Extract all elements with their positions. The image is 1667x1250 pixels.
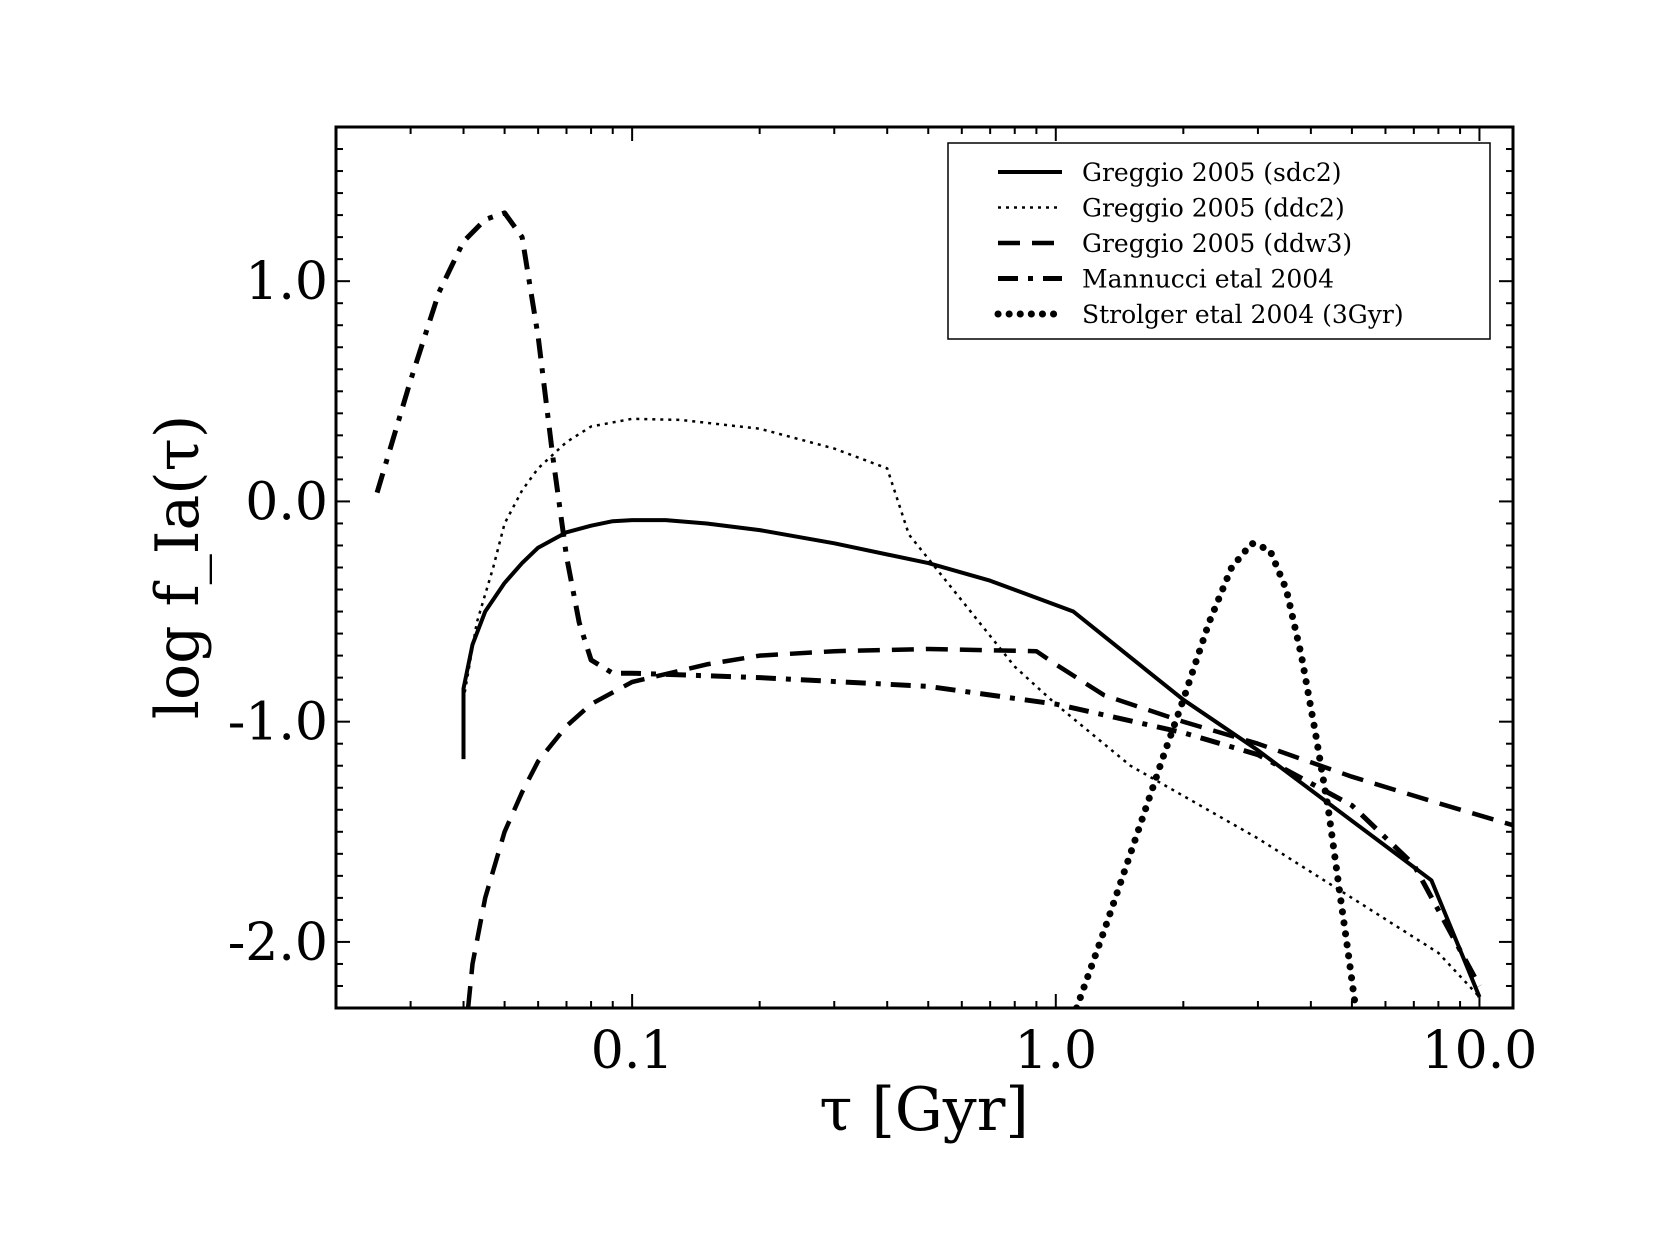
- series-line-1: [461, 518, 1482, 998]
- series-layer: [374, 210, 1513, 1008]
- series-line-3: [465, 646, 1513, 1008]
- x-tick-label: 0.1: [591, 1021, 674, 1081]
- y-tick-label: -1.0: [228, 693, 328, 753]
- legend-entry: Greggio 2005 (sdc2): [998, 158, 1342, 187]
- legend-entry: Greggio 2005 (ddc2): [998, 194, 1345, 223]
- y-tick-label: -2.0: [228, 913, 328, 973]
- y-tick-label: 1.0: [245, 252, 328, 312]
- legend-label: Mannucci etal 2004: [1082, 265, 1334, 294]
- series-line-2: [462, 417, 1481, 998]
- legend-label: Strolger etal 2004 (3Gyr): [1082, 300, 1404, 329]
- x-axis-label: τ [Gyr]: [819, 1075, 1029, 1145]
- x-tick-label: 10.0: [1422, 1021, 1538, 1081]
- legend-label: Greggio 2005 (ddc2): [1082, 194, 1345, 223]
- legend-label: Greggio 2005 (sdc2): [1082, 158, 1342, 187]
- legend-entry: Strolger etal 2004 (3Gyr): [994, 300, 1404, 329]
- series-line-5: [1073, 539, 1360, 1008]
- series-line-4: [374, 210, 1482, 988]
- legend-entry: Mannucci etal 2004: [998, 265, 1334, 294]
- y-axis-label: log f_Ia(τ): [143, 415, 213, 719]
- x-tick-label: 1.0: [1014, 1021, 1097, 1081]
- legend-label: Greggio 2005 (ddw3): [1082, 229, 1352, 258]
- tick-labels-layer: 0.1 1.0 10.0 1.0 0.0 -1.0 -2.0: [228, 252, 1538, 1081]
- ticks-layer: [335, 126, 1513, 1009]
- y-tick-label: 0.0: [245, 472, 328, 532]
- legend-entry: Greggio 2005 (ddw3): [998, 229, 1352, 258]
- legend: Greggio 2005 (sdc2) Greggio 2005 (ddc2) Gr…: [947, 142, 1491, 340]
